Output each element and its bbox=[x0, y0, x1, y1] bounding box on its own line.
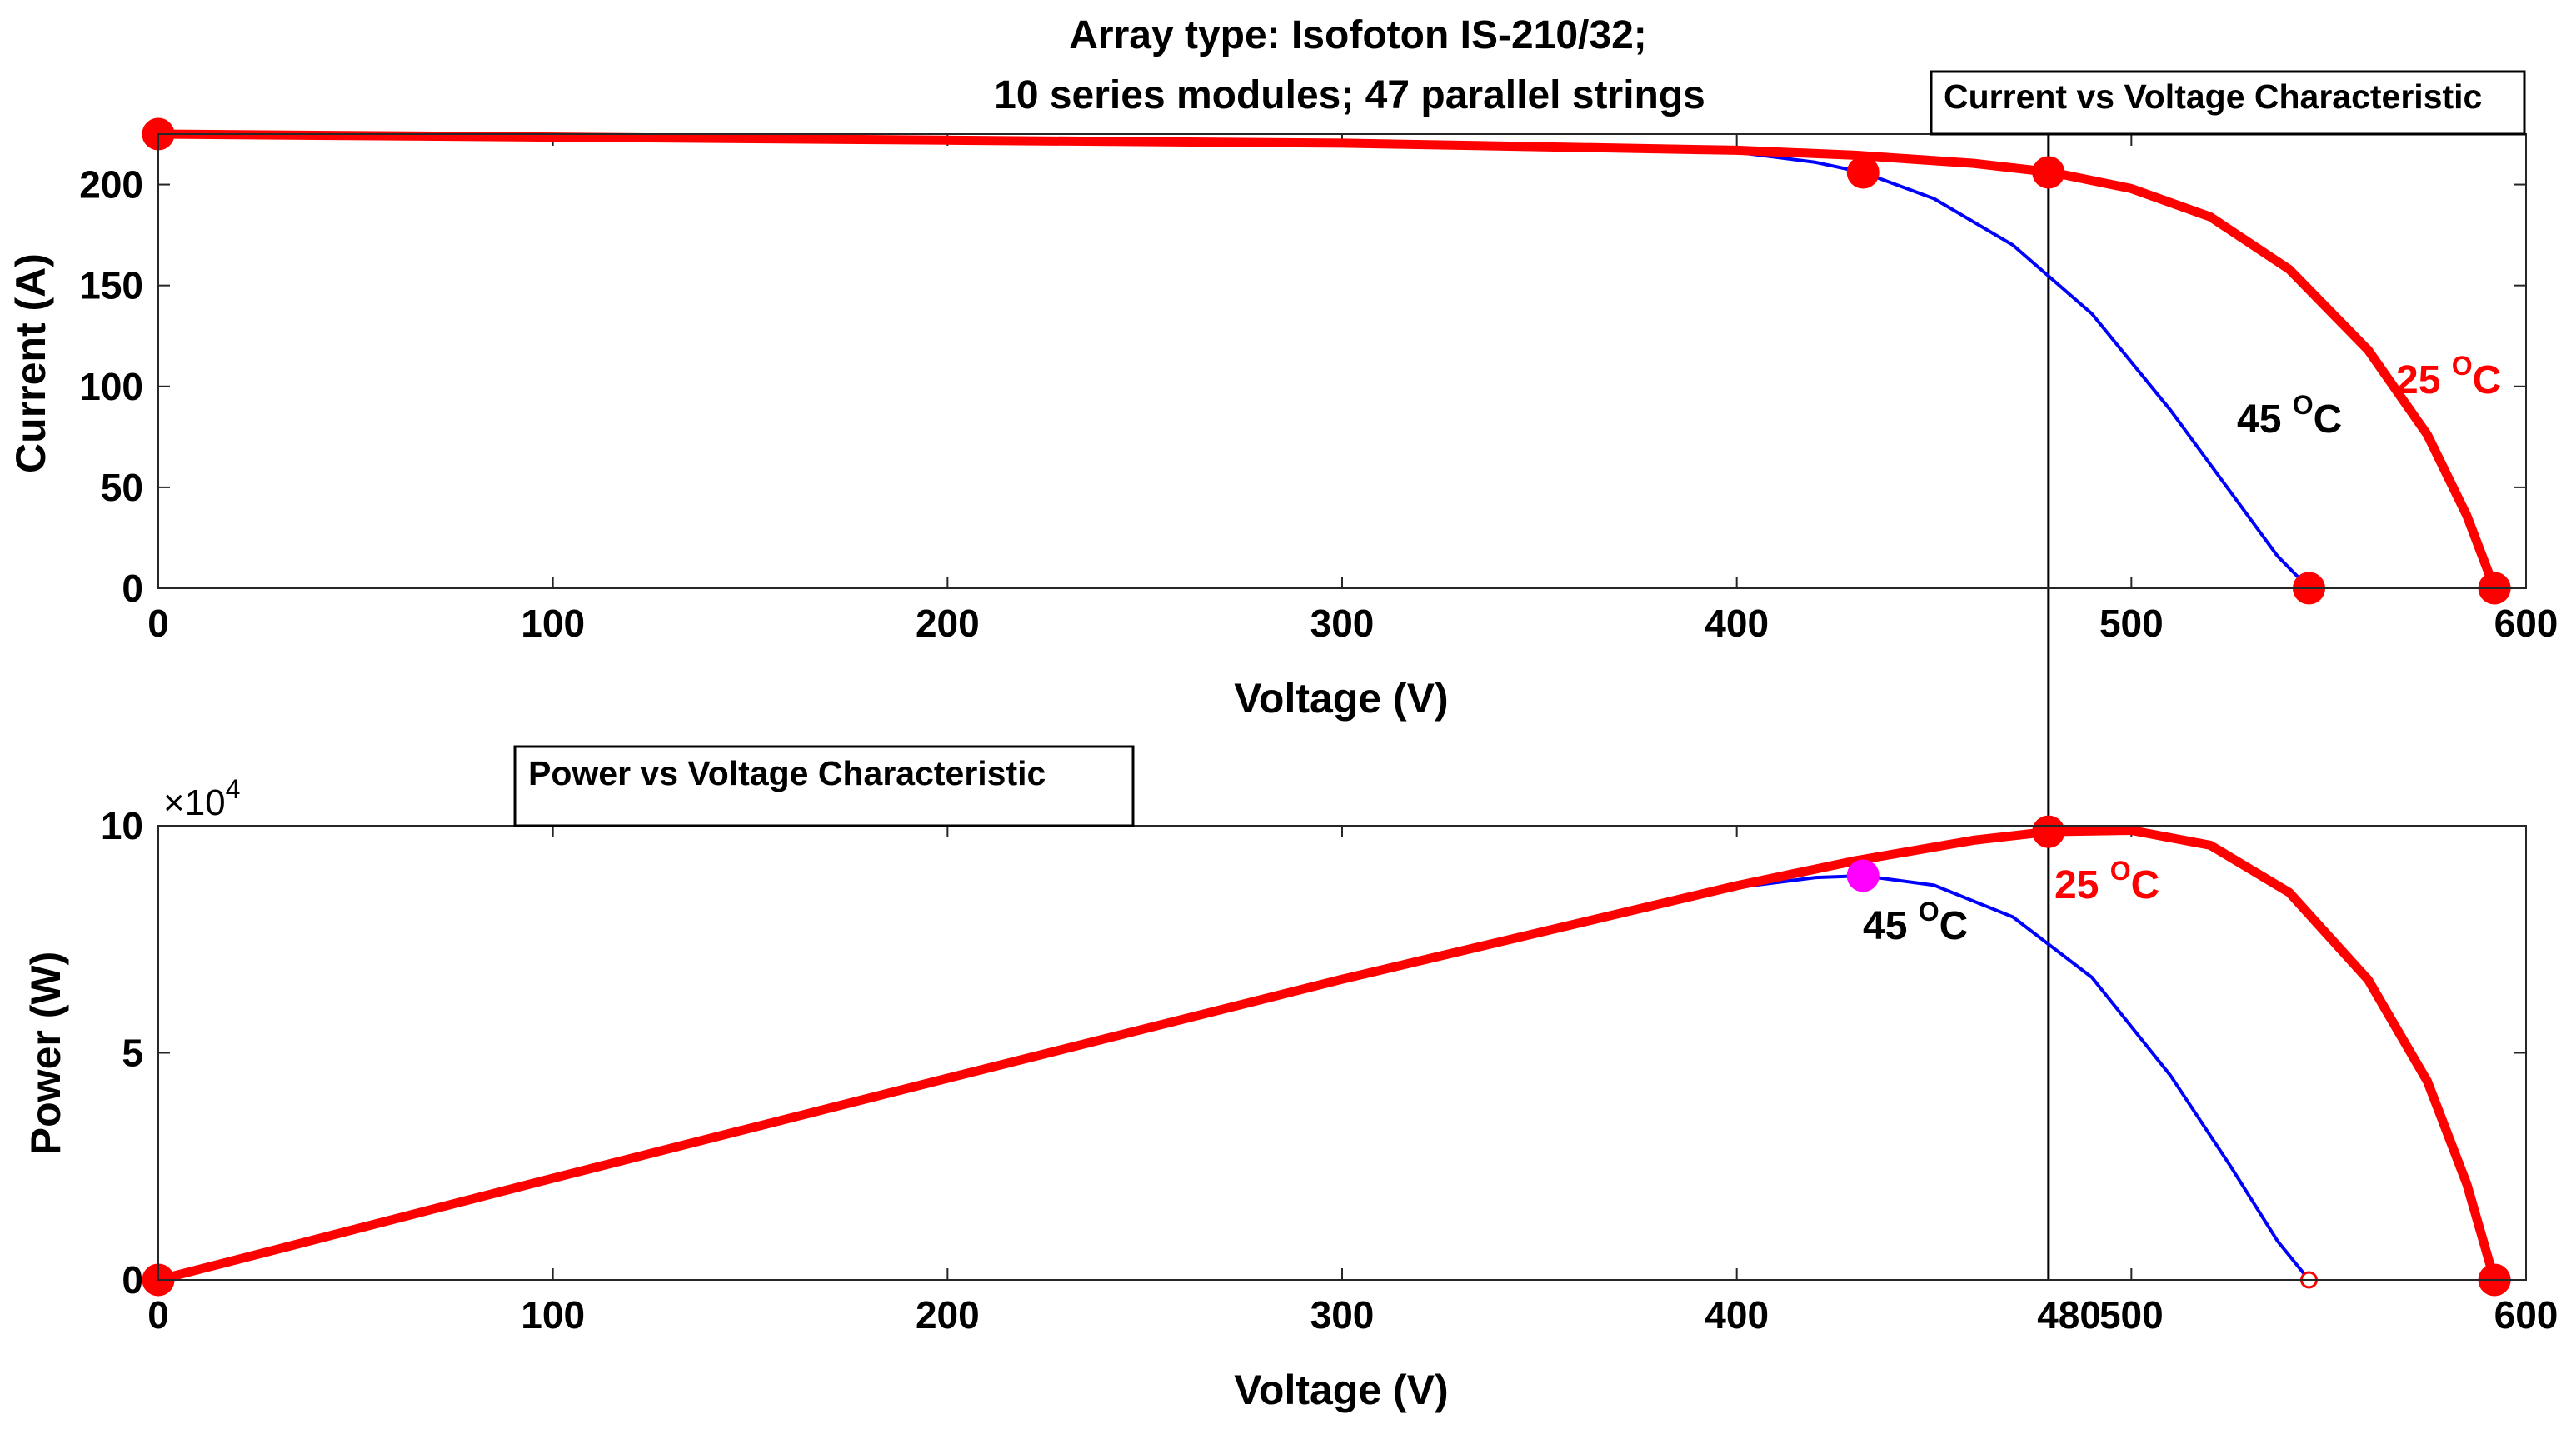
current-series-25c-line bbox=[153, 129, 2499, 593]
power-data-marker bbox=[2032, 815, 2065, 848]
power-y-axis-label: Power (W) bbox=[22, 952, 69, 1155]
current-data-marker bbox=[1846, 156, 1880, 189]
current-data-marker bbox=[2032, 156, 2065, 189]
current-plot-frame bbox=[157, 133, 2527, 589]
current-x-tick-label: 500 bbox=[2099, 602, 2164, 645]
current-x-tick-label: 600 bbox=[2494, 602, 2559, 645]
current-x-tick-label: 200 bbox=[916, 602, 980, 645]
current-25c-label: 25 OC bbox=[2396, 351, 2501, 402]
current-x-tick-label: 100 bbox=[521, 602, 585, 645]
power-series-45c-line bbox=[157, 874, 2311, 1282]
power-x-tick-label: 300 bbox=[1310, 1293, 1375, 1337]
current-voltage-panel: 0 100 200 300 400 500 600 0 50 100 150 200 Current … bbox=[7, 70, 2559, 722]
current-y-tick-label: 0 bbox=[122, 567, 143, 610]
current-legend-box bbox=[1930, 70, 2526, 136]
current-y-tick-label: 150 bbox=[79, 264, 143, 307]
current-y-tick-label: 200 bbox=[79, 163, 143, 207]
power-voltage-panel: 0 100 200 300 400 500 600 0 5 10 480 ×104 Power vs… bbox=[22, 650, 2558, 1413]
power-x-tick-label: 200 bbox=[916, 1293, 980, 1337]
power-x-tick-label: 400 bbox=[1705, 1293, 1769, 1337]
current-series-45c-line bbox=[157, 132, 2311, 590]
power-plot-frame bbox=[157, 825, 2527, 1281]
power-data-marker bbox=[1846, 859, 1880, 892]
current-y-axis-label: Current (A) bbox=[7, 253, 54, 473]
current-y-tick-label: 100 bbox=[79, 365, 143, 408]
power-x-axis-label: Voltage (V) bbox=[1234, 1367, 1448, 1413]
power-legend-box bbox=[513, 745, 1135, 827]
current-legend-text: Current vs Voltage Characteristic bbox=[1944, 77, 2482, 116]
current-y-tick-label: 50 bbox=[101, 466, 143, 509]
current-45c-label: 45 OC bbox=[2237, 390, 2342, 442]
power-x-tick-label: 0 bbox=[147, 1293, 169, 1337]
chart-subtitle: 10 series modules; 47 parallel strings bbox=[994, 73, 1705, 117]
power-x-tick-label: 100 bbox=[521, 1293, 585, 1337]
power-x-tick-label: 600 bbox=[2494, 1293, 2559, 1337]
power-y-tick-label: 5 bbox=[122, 1032, 143, 1075]
power-legend-text: Power vs Voltage Characteristic bbox=[528, 754, 1046, 792]
power-x-tick-label-extra: 480 bbox=[2037, 1293, 2101, 1337]
current-x-tick-label: 0 bbox=[147, 602, 169, 645]
power-y-multiplier: ×104 bbox=[163, 774, 240, 823]
power-y-tick-label: 10 bbox=[101, 804, 143, 847]
power-y-tick-label: 0 bbox=[122, 1258, 143, 1302]
current-x-tick-label: 300 bbox=[1310, 602, 1375, 645]
power-x-tick-label: 500 bbox=[2099, 1293, 2164, 1337]
power-25c-label: 25 OC bbox=[2054, 856, 2159, 907]
current-x-axis-label: Voltage (V) bbox=[1234, 675, 1448, 722]
current-x-tick-label: 400 bbox=[1705, 602, 1769, 645]
power-45c-label: 45 OC bbox=[1863, 897, 1968, 948]
chart-title: Array type: Isofoton IS-210/32; bbox=[1069, 13, 1647, 57]
